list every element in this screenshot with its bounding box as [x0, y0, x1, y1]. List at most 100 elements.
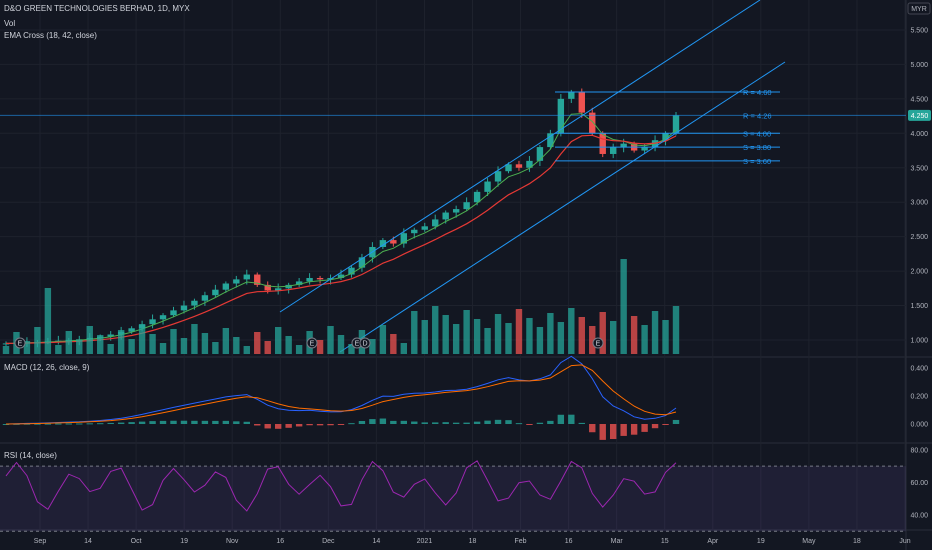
volume-bar	[463, 310, 470, 354]
rsi-tick-label: 80.00	[910, 447, 928, 454]
ema-slow-line	[5, 134, 677, 344]
candle-body	[316, 277, 324, 280]
candle-body	[295, 281, 303, 285]
macd-histogram-bar	[55, 423, 62, 425]
x-tick-label: Dec	[322, 538, 335, 545]
candle-body	[432, 219, 439, 227]
candle-body	[547, 133, 554, 148]
rsi-label: RSI (14, close)	[4, 451, 57, 460]
volume-bar	[212, 342, 219, 354]
x-tick-label: 18	[853, 538, 861, 545]
x-tick-label: Apr	[707, 538, 719, 545]
volume-bar	[233, 337, 240, 354]
volume-bar	[44, 288, 52, 354]
macd-histogram-bar	[411, 421, 418, 424]
level-label: S = 3.60	[743, 157, 771, 166]
x-tick-label: Mar	[611, 538, 624, 545]
ema-cross-label: EMA Cross (18, 42, close)	[4, 31, 97, 40]
macd-histogram-bar	[662, 424, 669, 425]
macd-histogram-bar	[672, 419, 680, 424]
currency-label: MYR	[911, 6, 927, 13]
volume-bar	[348, 344, 355, 354]
volume-bar	[159, 343, 167, 354]
macd-histogram-bar	[243, 421, 250, 424]
volume-bar	[222, 328, 230, 354]
macd-histogram-bar	[117, 422, 125, 424]
volume-bar	[578, 317, 585, 354]
macd-histogram-bar	[379, 418, 387, 424]
volume-bar	[128, 339, 135, 354]
trend-channel-upper	[279, 0, 761, 313]
candle-body	[233, 279, 240, 284]
symbol-title: D&O GREEN TECHNOLOGIES BERHAD, 1D, MYX	[4, 4, 190, 13]
y-tick-label: 2.500	[910, 234, 928, 241]
y-tick-label: 1.500	[910, 303, 928, 310]
candle-body	[243, 274, 250, 280]
x-tick-label: Sep	[34, 538, 47, 545]
macd-histogram-bar	[44, 423, 52, 425]
volume-bar	[547, 313, 554, 354]
x-tick-label: 15	[661, 538, 669, 545]
candle-body	[672, 115, 680, 134]
volume-bar	[254, 332, 261, 354]
event-label: E	[596, 341, 601, 348]
macd-label: MACD (12, 26, close, 9)	[4, 363, 90, 372]
volume-bar	[609, 321, 617, 354]
volume-bar	[484, 328, 491, 354]
volume-bar	[149, 334, 156, 354]
x-tick-label: 18	[469, 538, 477, 545]
volume-bar	[390, 334, 397, 354]
macd-histogram-bar	[400, 420, 408, 424]
macd-histogram-bar	[76, 423, 83, 425]
macd-histogram-bar	[107, 422, 114, 424]
trend-channel-lower	[339, 61, 786, 353]
volume-bar	[86, 326, 93, 354]
volume-bar	[400, 343, 408, 354]
candle-body	[306, 277, 313, 282]
macd-histogram-bar	[191, 420, 198, 424]
macd-histogram-bar	[369, 419, 376, 424]
macd-histogram-bar	[557, 414, 565, 424]
volume-bar	[599, 312, 606, 354]
x-tick-label: Oct	[131, 538, 142, 545]
event-label: E	[355, 341, 360, 348]
candle-body	[589, 112, 596, 134]
candle-body	[411, 229, 418, 234]
macd-histogram-bar	[432, 422, 439, 424]
candle-body	[159, 315, 167, 320]
macd-histogram-bar	[285, 424, 292, 428]
event-marker	[14, 337, 26, 349]
x-tick-label: 19	[180, 538, 188, 545]
volume-bar	[117, 330, 125, 354]
macd-histogram-bar	[348, 423, 355, 425]
macd-histogram-bar	[536, 422, 544, 424]
event-label: E	[18, 341, 23, 348]
volume-bar	[170, 329, 177, 354]
candle-body	[463, 202, 470, 210]
macd-histogram-bar	[149, 421, 156, 424]
macd-histogram-bar	[327, 424, 334, 426]
volume-bar	[2, 346, 10, 354]
candle-body	[421, 226, 428, 230]
candle-body	[180, 305, 188, 311]
macd-histogram-bar	[295, 424, 303, 427]
candle-body	[515, 164, 523, 168]
candle-body	[149, 319, 156, 325]
macd-histogram-bar	[180, 420, 188, 424]
volume-label: Vol	[4, 19, 16, 28]
x-tick-label: 16	[565, 538, 573, 545]
macd-histogram-bar	[421, 422, 428, 424]
candle-body	[348, 267, 355, 275]
y-tick-label: 1.000	[910, 338, 928, 345]
macd-histogram-bar	[651, 424, 659, 429]
candle-body	[107, 334, 114, 337]
volume-bar	[191, 324, 198, 354]
volume-bar	[107, 344, 114, 354]
volume-bar	[264, 341, 271, 354]
level-label: S = 3.80	[743, 143, 771, 152]
macd-tick-label: 0.000	[910, 422, 928, 429]
volume-bar	[316, 340, 324, 354]
candle-body	[536, 147, 544, 161]
candle-body	[212, 289, 219, 296]
